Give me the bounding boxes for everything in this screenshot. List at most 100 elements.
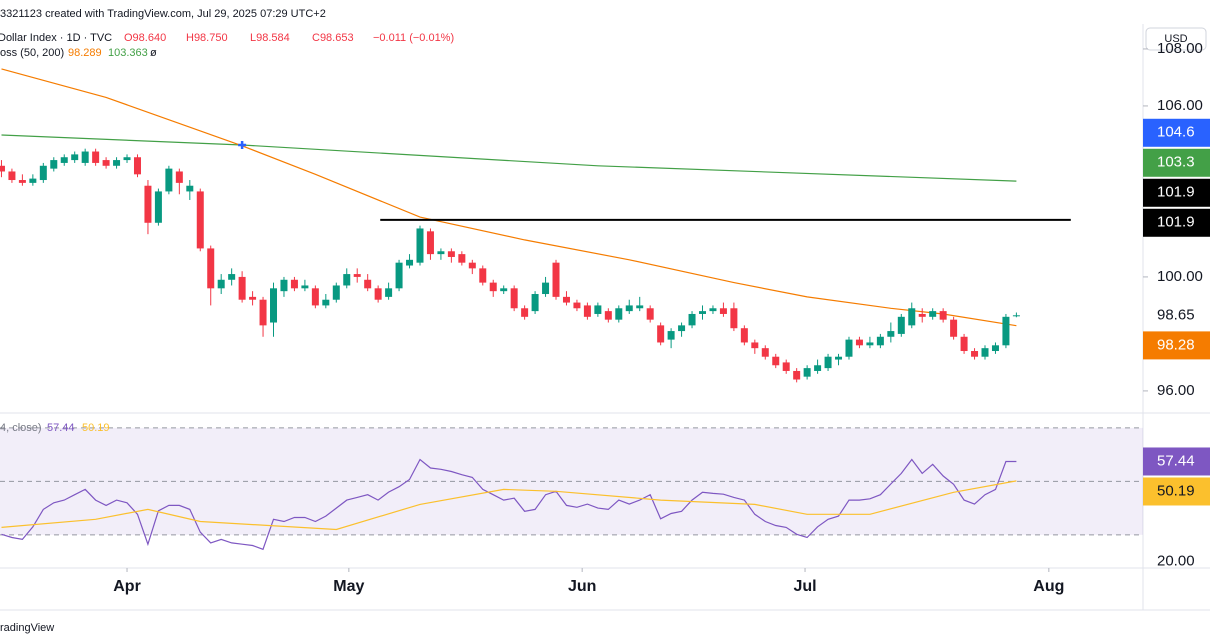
cross-marker: [238, 140, 247, 149]
candle-body: [719, 308, 727, 314]
y-tick-label: 108.00: [1157, 40, 1203, 57]
rsi-ma-legend-value: 50.19: [82, 422, 110, 434]
price-label: 101.9: [1157, 214, 1195, 231]
candle-body: [71, 154, 79, 161]
candle-body: [542, 282, 550, 295]
rsi-line: [1, 458, 1017, 551]
candle-body: [395, 262, 403, 289]
y-tick-label: 96.00: [1157, 382, 1195, 399]
candle-body: [280, 279, 288, 292]
candle-body: [92, 151, 100, 163]
candle-body: [154, 191, 162, 223]
last-price-bg: [1144, 302, 1210, 329]
currency-box[interactable]: [1145, 27, 1207, 51]
candle-body: [249, 296, 257, 300]
candle-body: [196, 191, 204, 249]
rsi-ma-value-box: [1143, 477, 1210, 506]
candle-body: [8, 171, 16, 181]
candle-body: [39, 165, 47, 181]
candle-body: [845, 339, 853, 357]
price-label-box: [1143, 118, 1210, 147]
candle-body: [950, 319, 958, 337]
price-label: 104.6: [1157, 124, 1195, 141]
candle-body: [165, 168, 173, 192]
candle-body: [814, 365, 822, 371]
candle-body: [1002, 316, 1010, 346]
legend-open: O98.640: [124, 32, 166, 44]
candle-body: [343, 274, 351, 286]
currency-label: USD: [1164, 33, 1187, 45]
candle-body: [939, 311, 947, 320]
indicator-suffix: ø: [150, 47, 157, 59]
candle-body: [479, 268, 487, 283]
price-label-box: [1143, 148, 1210, 177]
candle-body: [908, 308, 916, 326]
attribution: 3321123 created with TradingView.com, Ju…: [0, 8, 326, 20]
candle-body: [667, 331, 675, 340]
candle-body: [960, 336, 968, 352]
candle-body: [374, 288, 382, 300]
candle-body: [406, 259, 414, 266]
footer-logo: radingView: [0, 622, 54, 634]
candle-body: [510, 288, 518, 309]
candle-body: [835, 356, 843, 360]
candle-body: [270, 288, 278, 323]
price-label: 103.3: [1157, 154, 1195, 171]
candle-body: [217, 279, 225, 289]
candle-body: [458, 254, 466, 263]
candle-body: [259, 299, 267, 326]
candle-body: [918, 313, 926, 317]
candle-body: [18, 180, 26, 183]
rsi-ma-line: [1, 480, 1017, 531]
candle-body: [322, 299, 330, 306]
rsi-legend: 4, close): [0, 422, 42, 434]
x-tick-label: Jun: [568, 578, 596, 595]
candle-body: [698, 311, 706, 314]
candle-body: [521, 308, 529, 317]
candle-body: [678, 325, 686, 332]
ma200-legend-value: 103.363: [108, 47, 148, 59]
candle-body: [311, 288, 319, 306]
candle-body: [175, 171, 183, 183]
candle-body: [971, 351, 979, 357]
candle-body: [625, 305, 633, 312]
candle-body: [740, 328, 748, 343]
rsi-tick-label: 20.00: [1157, 553, 1195, 570]
price-label-box: [1143, 331, 1210, 360]
candle-body: [1012, 315, 1020, 317]
candle-body: [29, 178, 37, 183]
legend-high: H98.750: [186, 32, 228, 44]
candle-body: [583, 305, 591, 317]
candle-body: [60, 157, 68, 163]
candle-body: [133, 157, 141, 175]
candle-body: [991, 345, 999, 352]
candle-body: [416, 228, 424, 263]
candle-body: [897, 316, 905, 334]
candle-body: [594, 305, 602, 314]
price-label: 98.28: [1157, 336, 1195, 353]
candle-body: [186, 185, 194, 192]
candle-body: [426, 231, 434, 255]
candle-body: [761, 348, 769, 357]
y-tick-label: 100.00: [1157, 268, 1203, 285]
candle-body: [468, 262, 476, 269]
candle-body: [437, 251, 445, 255]
ma50-line: [1, 68, 1017, 327]
candle-body: [876, 336, 884, 346]
candle-body: [604, 311, 612, 320]
rsi-legend-value: 57.44: [47, 422, 75, 434]
candle-body: [562, 296, 570, 303]
candle-body: [301, 285, 309, 289]
candle-body: [782, 362, 790, 371]
candle-body: [866, 342, 874, 346]
rsi-ma-value-label: 50.19: [1157, 482, 1195, 499]
x-tick-label: Apr: [113, 578, 141, 595]
candle-body: [552, 262, 560, 297]
price-label-box: [1143, 178, 1210, 207]
price-label: 101.9: [1157, 184, 1195, 201]
candle-body: [855, 339, 863, 346]
candle-body: [688, 313, 696, 326]
candle-body: [489, 282, 497, 292]
